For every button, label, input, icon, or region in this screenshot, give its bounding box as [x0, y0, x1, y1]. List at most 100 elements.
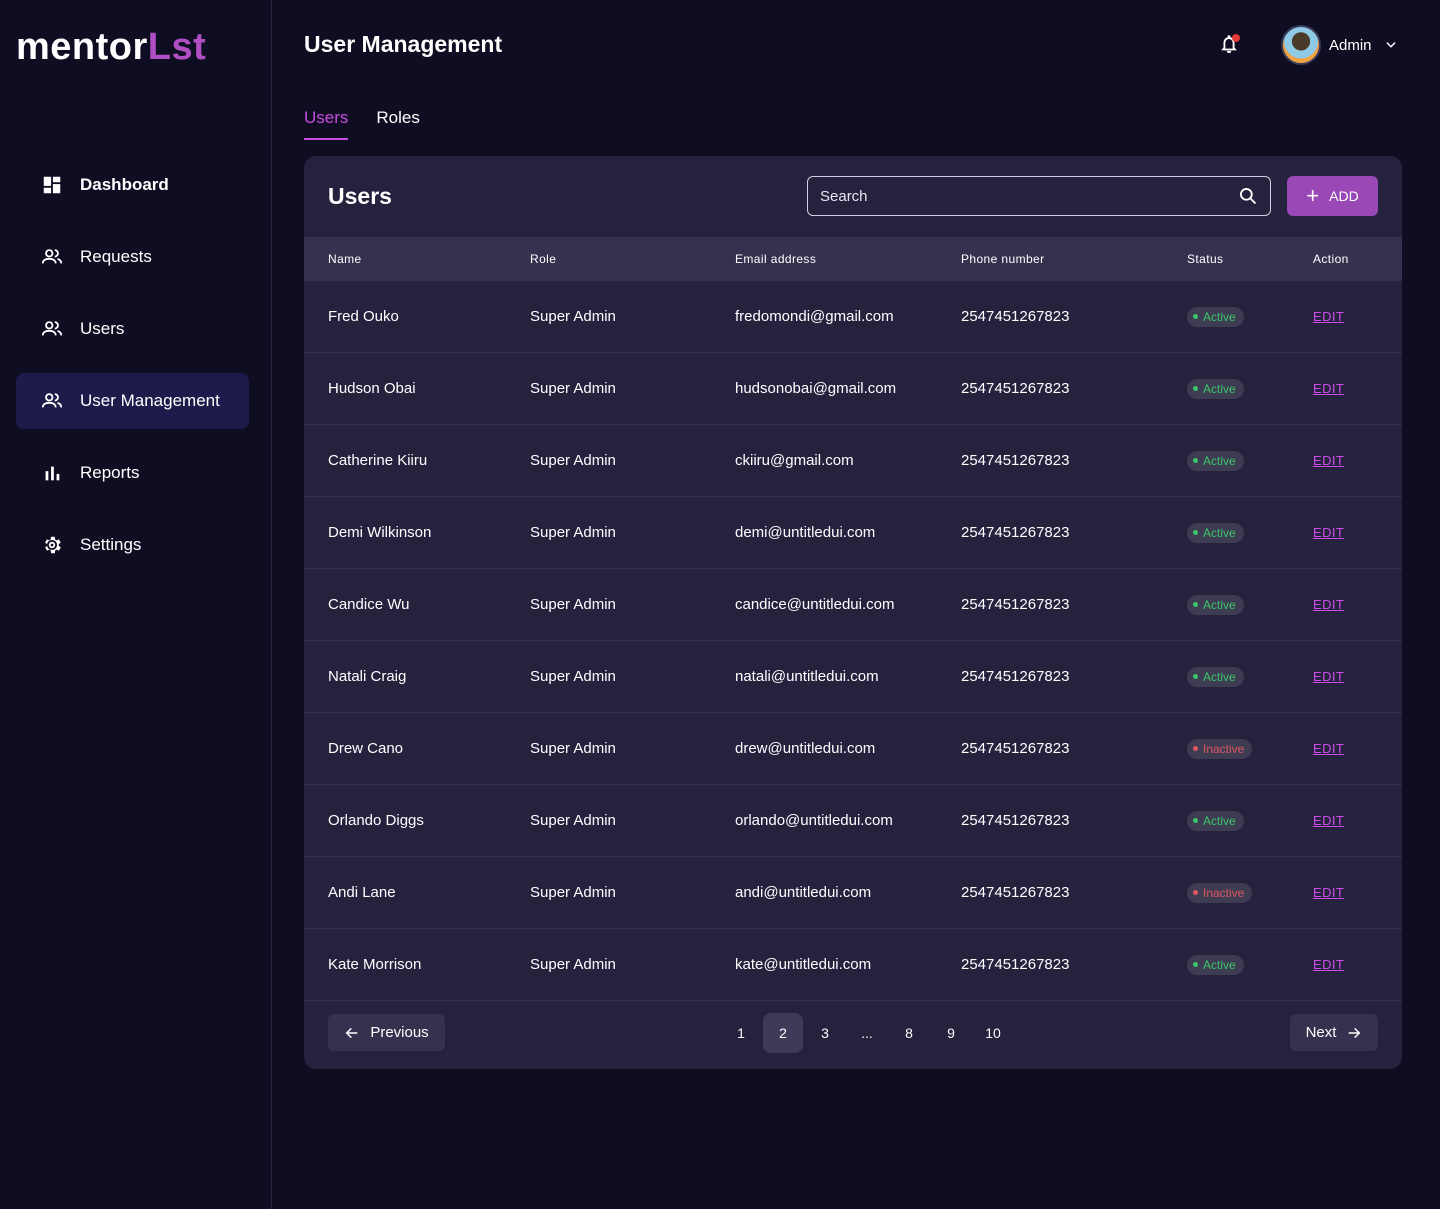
status-text: Active [1203, 453, 1236, 468]
sidebar-item-settings[interactable]: Settings [16, 517, 249, 573]
status-text: Active [1203, 813, 1236, 828]
table-row: Orlando Diggs Super Admin orlando@untitled… [304, 785, 1402, 857]
column-header-status[interactable]: Status [1187, 252, 1224, 266]
cell-status: Active [1187, 954, 1313, 975]
edit-link[interactable]: EDIT [1313, 525, 1345, 540]
sidebar-item-label: Requests [80, 247, 152, 266]
status-dot [1193, 818, 1198, 824]
edit-link[interactable]: EDIT [1313, 813, 1345, 828]
search-input[interactable] [820, 187, 1238, 205]
sidebar-item-label: User Management [80, 391, 220, 410]
page-number[interactable]: 2 [763, 1013, 803, 1053]
cell-phone: 2547451267823 [961, 380, 1070, 397]
sidebar-item-users[interactable]: Users [16, 301, 249, 357]
cell-email: natali@untitledui.com [735, 668, 879, 685]
cell-status: Active [1187, 522, 1313, 543]
cell-role: Super Admin [530, 884, 616, 901]
tab-users[interactable]: Users [304, 108, 349, 140]
sidebar-item-user-management[interactable]: User Management [16, 373, 249, 429]
cell-name: Kate Morrison [328, 956, 422, 973]
edit-link[interactable]: EDIT [1313, 309, 1345, 324]
profile-menu[interactable]: Admin [1281, 25, 1398, 65]
page-number[interactable]: 3 [821, 1025, 829, 1041]
column-header-action: Action [1313, 252, 1349, 266]
cell-role: Super Admin [530, 740, 616, 757]
people-icon [40, 317, 64, 341]
status-dot [1193, 890, 1198, 896]
page-number[interactable]: 10 [985, 1025, 1001, 1041]
table-row: Andi Lane Super Admin andi@untitledui.com 2… [304, 857, 1402, 929]
arrow-left-icon [345, 1027, 358, 1038]
status-text: Active [1203, 525, 1236, 540]
status-text: Active [1203, 381, 1236, 396]
page-ellipsis: ... [861, 1025, 873, 1041]
sidebar-nav: Dashboard Requests Users User Management… [16, 157, 249, 589]
page-numbers: 1 2 3... 8 9 10 [721, 1013, 1015, 1053]
edit-link[interactable]: EDIT [1313, 741, 1345, 756]
arrow-right-icon [1349, 1027, 1361, 1038]
sidebar-item-label: Users [80, 319, 125, 338]
cell-phone: 2547451267823 [961, 884, 1070, 901]
status-text: Inactive [1203, 741, 1245, 756]
cell-name: Candice Wu [328, 596, 410, 613]
cell-name: Natali Craig [328, 668, 407, 685]
cell-phone: 2547451267823 [961, 812, 1070, 829]
column-header-email[interactable]: Email address [735, 252, 817, 266]
chevron-down-icon [1385, 42, 1396, 48]
edit-link[interactable]: EDIT [1313, 885, 1345, 900]
sidebar-item-requests[interactable]: Requests [16, 229, 249, 285]
add-user-button[interactable]: + ADD [1287, 176, 1378, 216]
add-button-label: ADD [1329, 188, 1359, 204]
status-dot [1193, 746, 1198, 752]
cell-role: Super Admin [530, 596, 616, 613]
table-row: Kate Morrison Super Admin kate@untitledui.… [304, 929, 1402, 1001]
status-badge: Active [1187, 594, 1244, 615]
table-row: Hudson Obai Super Admin hudsonobai@gmail.c… [304, 353, 1402, 425]
tab-roles[interactable]: Roles [376, 108, 420, 127]
cell-phone: 2547451267823 [961, 668, 1070, 685]
previous-page-button[interactable]: Previous [328, 1014, 445, 1051]
table-row: Candice Wu Super Admin candice@untitledui.… [304, 569, 1402, 641]
page-number[interactable]: 9 [947, 1025, 955, 1041]
cell-name: Demi Wilkinson [328, 524, 432, 541]
cell-status: Active [1187, 810, 1313, 831]
edit-link[interactable]: EDIT [1313, 597, 1345, 612]
column-header-phone[interactable]: Phone number [961, 252, 1045, 266]
cell-email: drew@untitledui.com [735, 740, 876, 757]
sidebar-item-reports[interactable]: Reports [16, 445, 249, 501]
edit-link[interactable]: EDIT [1313, 957, 1345, 972]
cell-status: Active [1187, 594, 1313, 615]
cell-action: EDIT [1313, 524, 1402, 541]
table-body: Fred Ouko Super Admin fredomondi@gmail.com… [304, 281, 1402, 1001]
cell-name: Fred Ouko [328, 308, 399, 325]
sidebar-item-label: Settings [80, 535, 142, 554]
status-text: Active [1203, 669, 1236, 684]
cell-role: Super Admin [530, 308, 616, 325]
cell-action: EDIT [1313, 740, 1402, 757]
cell-email: kate@untitledui.com [735, 956, 872, 973]
plus-icon: + [1306, 183, 1320, 208]
cell-email: orlando@untitledui.com [735, 812, 893, 829]
page-number[interactable]: 1 [737, 1025, 745, 1041]
mentorlst-logo[interactable]: mentor Lst [16, 26, 206, 66]
sidebar-item-dashboard[interactable]: Dashboard [16, 157, 249, 213]
cell-status: Active [1187, 306, 1313, 327]
edit-link[interactable]: EDIT [1313, 669, 1345, 684]
cell-action: EDIT [1313, 668, 1402, 685]
table-row: Natali Craig Super Admin natali@untitledui… [304, 641, 1402, 713]
cell-role: Super Admin [530, 668, 616, 685]
cell-phone: 2547451267823 [961, 452, 1070, 469]
edit-link[interactable]: EDIT [1313, 381, 1345, 396]
edit-link[interactable]: EDIT [1313, 453, 1345, 468]
page-number[interactable]: 8 [905, 1025, 913, 1041]
sidebar: mentor Lst Dashboard Requests Users User … [0, 0, 272, 1209]
page-title: User Management [304, 31, 503, 57]
column-header-role[interactable]: Role [530, 252, 557, 266]
bar-chart-icon [40, 461, 64, 485]
next-page-button[interactable]: Next [1290, 1014, 1378, 1051]
search-icon[interactable] [1238, 186, 1258, 206]
notification-button[interactable] [1218, 33, 1242, 57]
profile-name: Admin [1329, 36, 1372, 54]
column-header-name[interactable]: Name [328, 252, 362, 266]
status-badge: Active [1187, 450, 1244, 471]
